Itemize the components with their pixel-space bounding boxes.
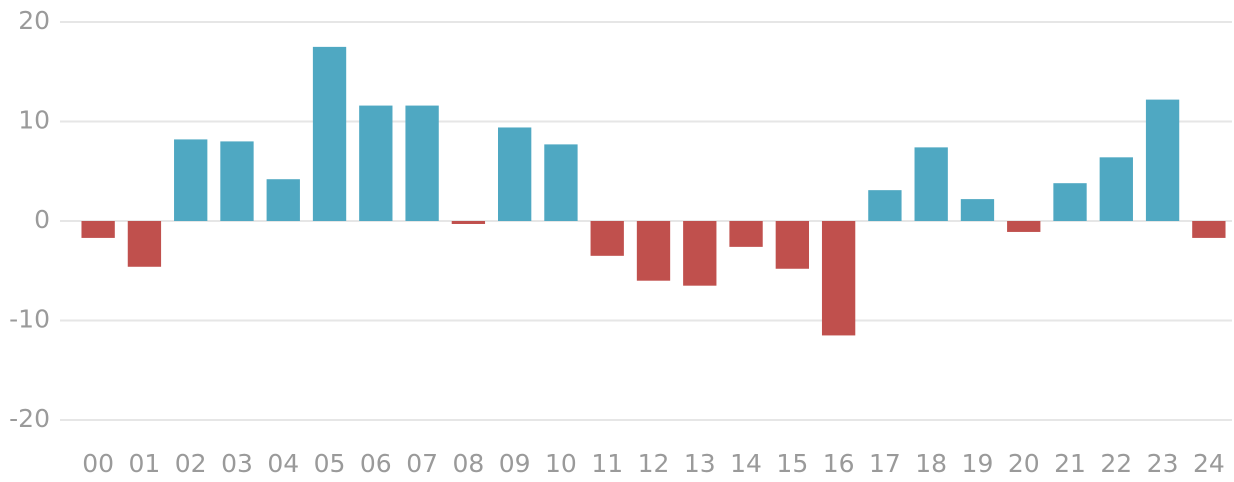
- bar: [81, 221, 115, 238]
- x-tick-label: 01: [129, 449, 161, 478]
- y-tick-label: 20: [18, 6, 50, 35]
- bar: [266, 179, 300, 221]
- x-tick-label: 21: [1054, 449, 1086, 478]
- x-tick-label: 23: [1147, 449, 1179, 478]
- x-tick-label: 02: [175, 449, 207, 478]
- bar: [497, 127, 532, 221]
- bar: [821, 221, 856, 336]
- x-tick-label: 17: [869, 449, 901, 478]
- bar: [174, 139, 208, 221]
- bar: [960, 199, 995, 221]
- bar: [220, 141, 254, 221]
- x-tick-label: 05: [314, 449, 346, 478]
- x-tick-label: 07: [406, 449, 438, 478]
- x-tick-label: 13: [684, 449, 716, 478]
- bar: [451, 221, 486, 224]
- bar: [127, 221, 162, 267]
- y-tick-label: -10: [9, 305, 50, 334]
- y-tick-label: 0: [34, 205, 50, 234]
- x-tick-label: 15: [776, 449, 808, 478]
- bar: [683, 221, 717, 286]
- x-tick-label: 18: [915, 449, 947, 478]
- bar: [590, 221, 624, 256]
- x-tick-label: 20: [1008, 449, 1040, 478]
- bar: [868, 190, 902, 221]
- x-tick-label: 12: [638, 449, 670, 478]
- x-tick-label: 09: [499, 449, 531, 478]
- bar: [729, 221, 763, 247]
- x-tick-label: 00: [82, 449, 114, 478]
- x-tick-label: 19: [962, 449, 994, 478]
- x-tick-label: 10: [545, 449, 577, 478]
- x-tick-label: 03: [221, 449, 253, 478]
- bar: [914, 147, 948, 221]
- y-tick-label: 10: [18, 106, 50, 135]
- x-tick-label: 22: [1100, 449, 1132, 478]
- bar: [312, 46, 347, 221]
- bar: [359, 105, 393, 221]
- x-tick-label: 04: [267, 449, 299, 478]
- x-tick-label: 11: [591, 449, 623, 478]
- x-tick-label: 08: [452, 449, 484, 478]
- bar: [1007, 221, 1041, 232]
- x-tick-label: 24: [1193, 449, 1225, 478]
- bar: [636, 221, 671, 281]
- x-tick-label: 14: [730, 449, 762, 478]
- bar: [1192, 221, 1226, 238]
- x-tick-label: 06: [360, 449, 392, 478]
- bar: [1145, 99, 1180, 221]
- x-tick-label: 16: [823, 449, 855, 478]
- bar: [405, 105, 439, 221]
- bar: [775, 221, 810, 269]
- bar: [1053, 183, 1087, 221]
- bar: [544, 144, 578, 221]
- y-tick-label: -20: [9, 404, 50, 433]
- bar: [1099, 157, 1133, 221]
